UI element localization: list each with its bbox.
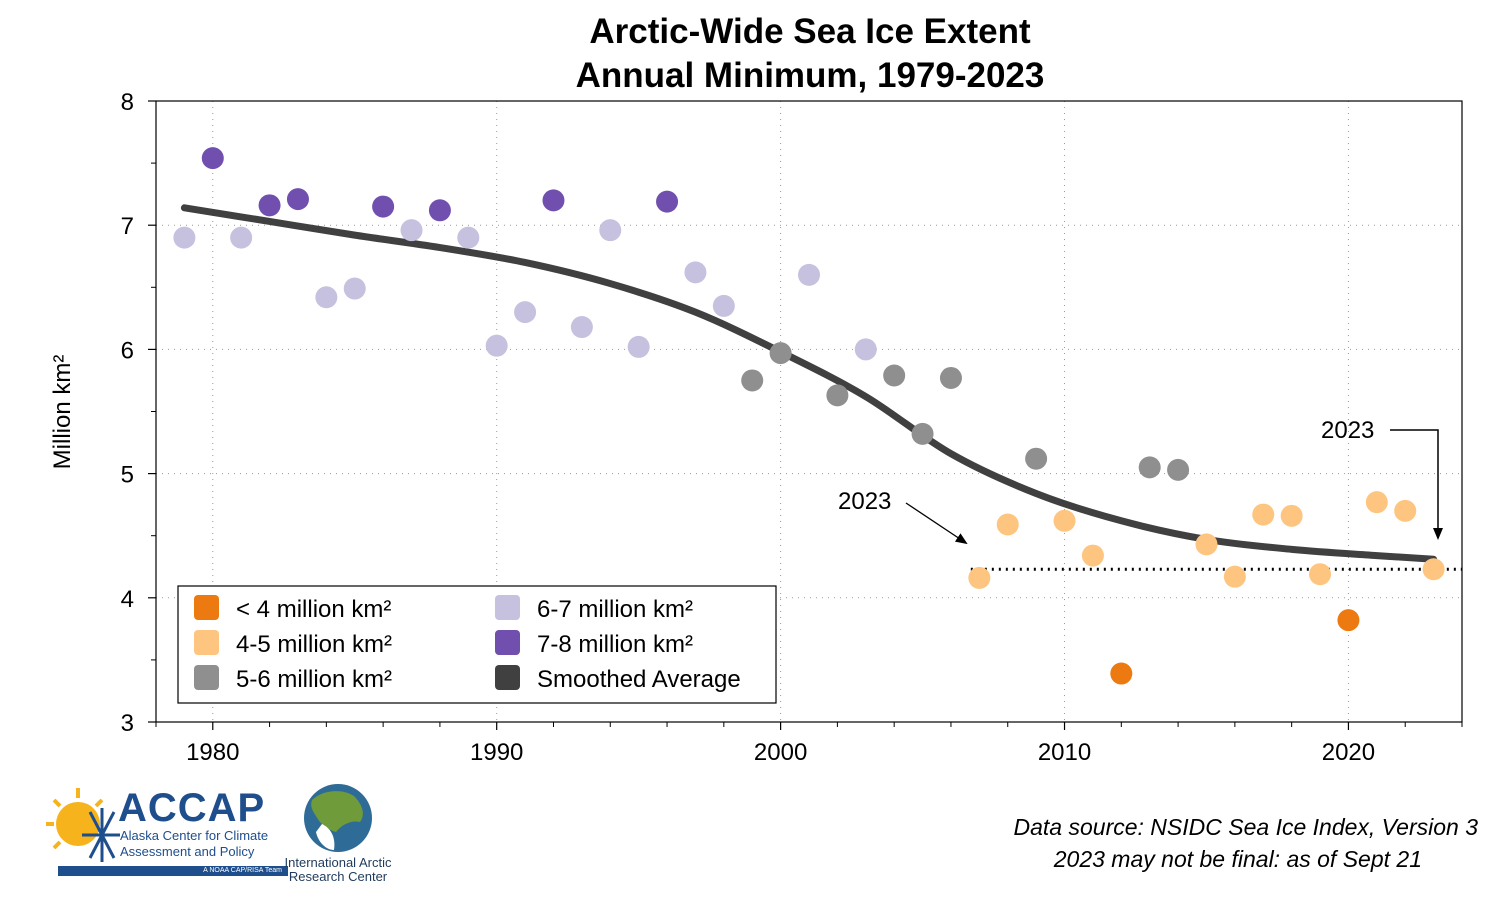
data-point-1981 [230,226,253,249]
data-point-2015 [1195,533,1218,556]
provisional-note: 2023 may not be final: as of Sept 21 [1053,846,1422,872]
legend: < 4 million km² 4-5 million km² 5-6 millio… [177,585,777,704]
legend-label-lt4: < 4 million km² [236,596,391,623]
legend-swatch-4to5 [194,630,219,655]
annotation-arrow-left [905,502,968,545]
legend-label-5to6: 5-6 million km² [236,666,392,693]
y-tick-label: 6 [121,337,134,364]
data-point-1998 [712,294,735,317]
data-point-1996 [656,190,679,213]
x-tick-label: 2020 [1322,739,1375,766]
data-point-1984 [315,286,338,309]
smoothed-average-line [180,204,1438,563]
data-point-1994 [599,219,622,242]
data-point-2007 [968,566,991,589]
y-tick-label: 5 [121,462,134,489]
y-tick-label: 4 [121,586,134,613]
tick-layer: 1980 1990 2000 2010 2020 3 4 5 6 7 8 [121,89,1463,766]
data-point-2010 [1053,509,1076,532]
data-point-2009 [1025,447,1048,470]
accap-subtitle-1: Alaska Center for Climate [120,828,269,843]
data-point-2001 [798,263,820,286]
data-point-1999 [741,369,764,392]
data-point-1982 [258,194,281,217]
annotation-layer: 2023 2023 [838,417,1443,545]
data-source-note: Data source: NSIDC Sea Ice Index, Versio… [1013,814,1478,840]
data-point-1991 [514,301,537,324]
legend-swatch-smooth [495,665,520,690]
y-tick-label: 3 [121,710,134,737]
iarc-name-line2: Research Center [288,869,388,884]
accap-bar: A NOAA CAP/RISA Team [58,866,288,876]
data-point-1988 [428,199,451,222]
legend-label-6to7: 6-7 million km² [537,596,693,623]
chart-title-line1: Arctic-Wide Sea Ice Extent [589,12,1031,51]
legend-swatch-6to7 [495,595,520,620]
data-point-2003 [854,338,877,361]
sun-snowflake-icon [46,788,120,862]
data-point-2005 [911,422,934,445]
iarc-logo: International Arctic Research Center [282,780,394,884]
points-layer [173,147,1445,685]
accap-wordmark: ACCAP [118,786,266,830]
data-point-1989 [457,226,480,249]
data-point-2021 [1365,491,1388,514]
data-point-1983 [286,188,309,211]
legend-swatch-5to6 [194,665,219,690]
data-point-2019 [1309,563,1332,586]
chart-title-line2: Annual Minimum, 1979-2023 [575,56,1045,95]
data-point-2013 [1138,456,1161,479]
data-point-2023 [1422,558,1445,581]
legend-swatch-7to8 [495,630,520,655]
x-tick-label: 1980 [186,739,239,766]
data-point-2018 [1280,504,1303,527]
annotation-2023-left: 2023 [838,488,891,515]
data-point-2006 [939,366,962,389]
data-point-2014 [1167,458,1190,481]
data-point-1980 [201,147,224,170]
accap-subtitle-2: Assessment and Policy [120,844,255,859]
y-tick-label: 7 [121,213,134,240]
x-tick-label: 1990 [470,739,523,766]
data-point-1987 [400,219,423,242]
x-tick-label: 2010 [1038,739,1091,766]
iarc-name-line1: International Arctic [284,855,392,870]
data-point-2012 [1110,662,1133,685]
data-point-2022 [1394,499,1417,522]
data-point-1986 [372,195,395,218]
x-tick-label: 2000 [754,739,807,766]
data-point-1990 [485,334,508,357]
y-tick-label: 8 [121,89,134,116]
legend-swatch-lt4 [194,595,219,620]
legend-label-7to8: 7-8 million km² [537,631,693,658]
annotation-2023-right: 2023 [1321,417,1374,444]
data-point-1995 [627,335,650,358]
data-point-2000 [769,342,792,365]
data-point-1993 [570,316,593,339]
data-point-1979 [173,226,196,249]
data-point-2020 [1337,609,1360,632]
accap-logo: ACCAP Alaska Center for Climate Assessme… [40,780,290,880]
data-point-2016 [1223,565,1246,588]
data-point-2008 [996,513,1019,536]
globe-icon [304,784,372,852]
accap-tagline: A NOAA CAP/RISA Team [203,867,282,874]
data-point-1985 [343,277,366,300]
legend-box [177,585,777,704]
data-point-1992 [542,189,565,212]
legend-label-4to5: 4-5 million km² [236,631,392,658]
legend-label-smooth: Smoothed Average [537,666,741,693]
annotation-arrow-right [1390,429,1443,540]
data-point-1997 [684,261,707,284]
data-point-2004 [883,364,906,387]
data-point-2011 [1081,544,1104,567]
data-point-2002 [826,384,849,407]
data-point-2017 [1252,503,1275,526]
y-axis-title: Million km² [49,355,76,470]
